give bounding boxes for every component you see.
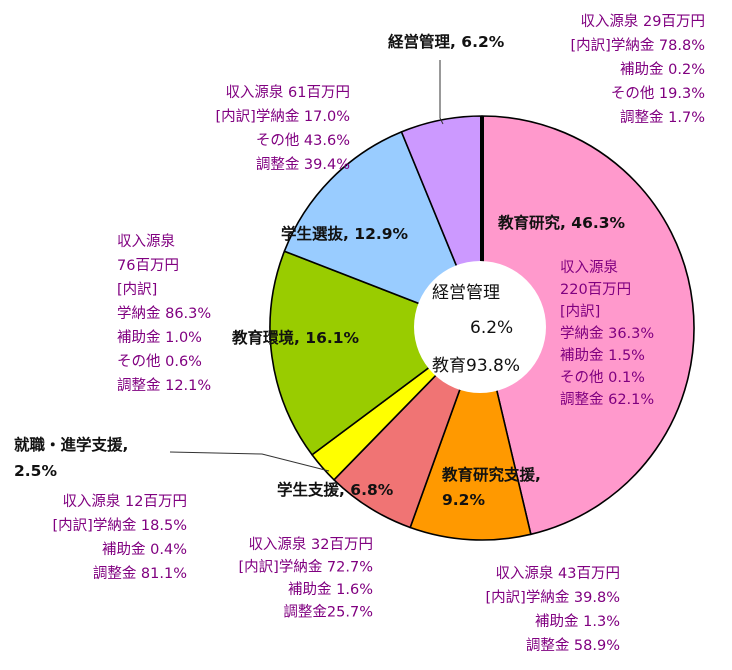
annotation-shushoku_shingaku_shien-line1: 収入源泉 12百万円	[62, 493, 187, 510]
annotation-kyoiku_kankyo-line5: 補助金 1.0%	[117, 329, 202, 346]
slice-label-kyoiku_kenkyu: 教育研究, 46.3%	[498, 213, 626, 232]
annotation-kyoiku_kenkyu-line4: 学納金 36.3%	[560, 325, 654, 342]
center-hole	[414, 261, 546, 393]
center-percent: 6.2%	[470, 318, 513, 338]
slice-label-kyoiku_kankyo: 教育環境, 16.1%	[232, 328, 360, 347]
annotation-keiei_kanri-line4: その他 19.3%	[611, 85, 705, 102]
center-label: 経営管理	[432, 283, 500, 303]
annotation-kyoiku_kenkyu-line1: 収入源泉	[560, 259, 618, 276]
annotation-kyoiku_kenkyu_shien-line1: 収入源泉 43百万円	[495, 565, 620, 582]
annotation-kyoiku_kenkyu_shien-line3: 補助金 1.3%	[535, 613, 620, 630]
slice-label-shushoku_shingaku_shien-line2: 2.5%	[14, 462, 57, 480]
annotation-keiei_kanri-line1: 収入源泉 29百万円	[580, 13, 705, 30]
pie-slice-kyoiku_kenkyu	[481, 115, 695, 536]
annotation-gakusei_senbatsu-line2: [内訳]学納金 17.0%	[216, 108, 351, 125]
annotation-gakusei_shien-line3: 補助金 1.6%	[288, 581, 373, 598]
annotation-kyoiku_kenkyu-line7: 調整金 62.1%	[560, 391, 654, 408]
pie-slice-kyoiku_kenkyu_shien	[409, 327, 532, 541]
annotation-gakusei_shien-line2: [内訳]学納金 72.7%	[239, 559, 374, 576]
annotation-kyoiku_kankyo-line1: 収入源泉	[117, 233, 175, 250]
annotation-gakusei_shien-line4: 調整金25.7%	[283, 604, 373, 621]
annotation-shushoku_shingaku_shien-line4: 調整金 81.1%	[93, 565, 187, 582]
slice-label-keiei_kanri: 経営管理, 6.2%	[388, 32, 505, 51]
annotation-kyoiku_kenkyu_shien-line2: [内訳]学納金 39.8%	[486, 589, 621, 606]
annotation-kyoiku_kenkyu-line5: 補助金 1.5%	[560, 347, 645, 364]
annotation-shushoku_shingaku_shien-line2: [内訳]学納金 18.5%	[53, 517, 188, 534]
pie-slice-gakusei_senbatsu	[283, 131, 483, 329]
annotation-kyoiku_kankyo-line4: 学納金 86.3%	[117, 305, 211, 322]
annotation-kyoiku_kankyo-line2: 76百万円	[117, 258, 179, 274]
annotation-gakusei_senbatsu-line3: その他 43.6%	[256, 132, 350, 149]
annotation-kyoiku_kankyo-line7: 調整金 12.1%	[117, 377, 211, 394]
annotation-keiei_kanri-line2: [内訳]学納金 78.8%	[571, 37, 706, 54]
annotation-kyoiku_kenkyu-line2: 220百万円	[560, 282, 631, 298]
annotation-kyoiku_kankyo-line3: [内訳]	[117, 281, 157, 298]
slice-label-gakusei_shien: 学生支援, 6.8%	[277, 480, 394, 499]
annotation-kyoiku_kenkyu-line6: その他 0.1%	[560, 369, 645, 386]
annotation-keiei_kanri-line5: 調整金 1.7%	[620, 109, 705, 126]
annotation-kyoiku_kenkyu-line3: [内訳]	[560, 303, 600, 320]
leader-line-shushoku-shingaku	[169, 451, 330, 472]
slice-labels: 教育研究, 46.3% 教育研究支援, 9.2% 学生支援, 6.8% 就職・進学支援,…	[14, 32, 626, 509]
leader-line-keiei-kanri	[439, 60, 444, 125]
slice-label-kyoiku_kenkyu_shien-line2: 9.2%	[442, 491, 485, 509]
annotation-gakusei_senbatsu-line4: 調整金 39.4%	[256, 156, 350, 173]
leader-lines	[169, 60, 444, 472]
pie-slice-kyoiku_kankyo	[269, 250, 483, 456]
annotation-gakusei_senbatsu-line1: 収入源泉 61百万円	[225, 84, 350, 101]
center-summary: 経営管理 6.2% 教育93.8%	[414, 261, 546, 393]
annotation-kyoiku_kenkyu_shien-line4: 調整金 58.9%	[526, 637, 620, 654]
slice-label-shushoku_shingaku_shien-line1: 就職・進学支援,	[14, 435, 128, 454]
annotation-kyoiku_kankyo-line6: その他 0.6%	[117, 353, 202, 370]
annotation-shushoku_shingaku_shien-line3: 補助金 0.4%	[102, 541, 187, 558]
annotation-keiei_kanri-line3: 補助金 0.2%	[620, 61, 705, 78]
slice-label-kyoiku_kenkyu_shien-line1: 教育研究支援,	[442, 465, 541, 484]
slice-annotations: 収入源泉 220百万円 [内訳] 学納金 36.3% 補助金 1.5% その他 0.1% 調…	[53, 13, 706, 654]
center-education-total: 教育93.8%	[432, 356, 520, 376]
slice-label-gakusei_senbatsu: 学生選抜, 12.9%	[281, 224, 409, 243]
annotation-gakusei_shien-line1: 収入源泉 32百万円	[248, 536, 373, 553]
